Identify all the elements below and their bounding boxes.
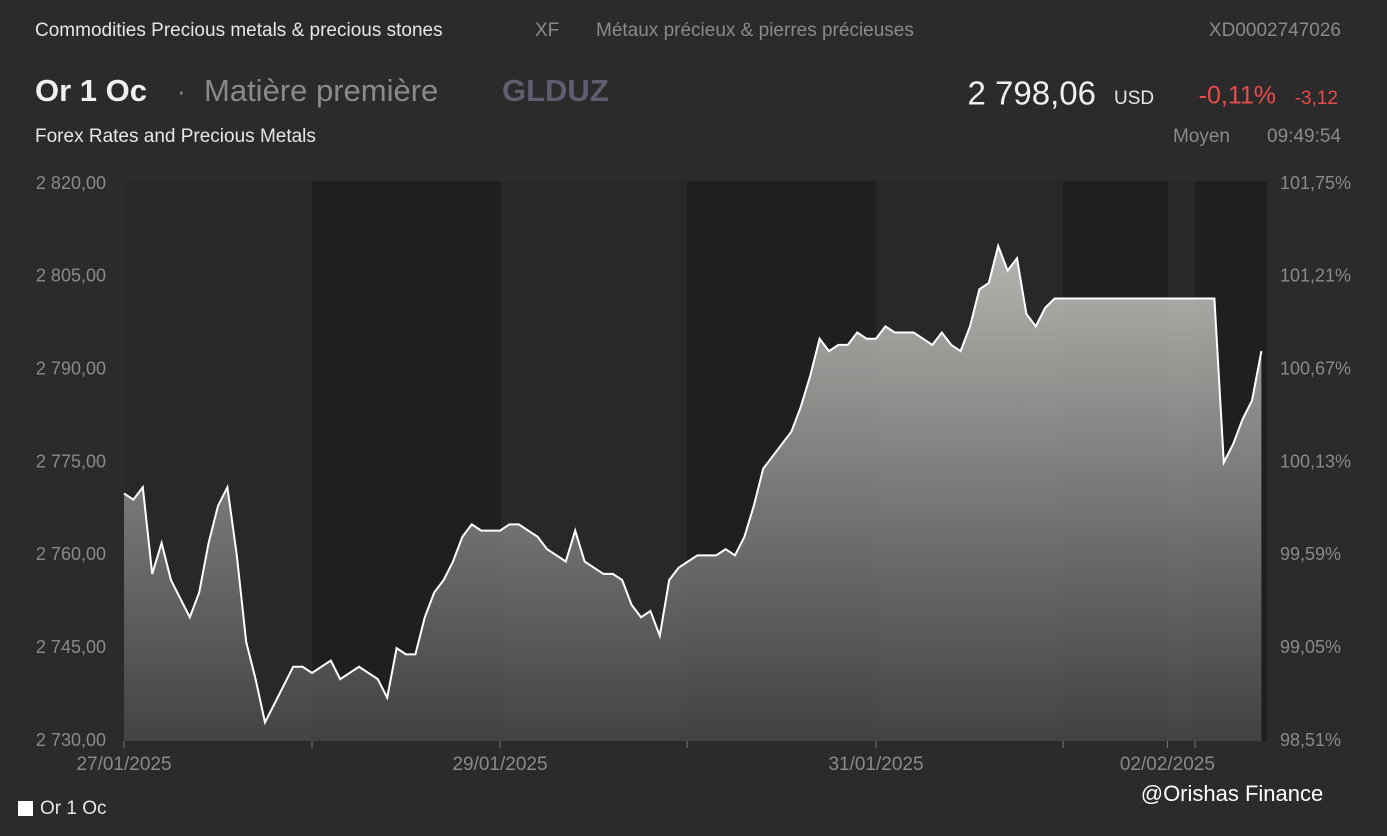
change-abs: -3,12 xyxy=(1295,88,1338,109)
y-tick-label: 2 805,00 xyxy=(36,266,106,286)
isin: XD0002747026 xyxy=(1209,20,1341,41)
price-type: Moyen xyxy=(1173,126,1230,147)
y2-tick-label: 99,59% xyxy=(1280,544,1341,564)
price: 2 798,06 xyxy=(968,75,1096,112)
area xyxy=(124,245,1262,741)
x-ticks xyxy=(311,741,1196,748)
category-fr: Métaux précieux & pierres précieuses xyxy=(596,20,914,41)
change-pct: -0,11% xyxy=(1199,82,1276,110)
x-tick-label: 29/01/2025 xyxy=(452,754,547,775)
y-tick-label: 2 745,00 xyxy=(36,637,106,657)
y2-tick-label: 100,13% xyxy=(1280,451,1351,471)
y2-tick-label: 101,21% xyxy=(1280,266,1351,286)
line xyxy=(123,242,1263,726)
asset-type: Matière première xyxy=(204,73,438,108)
y-tick-label: 2 760,00 xyxy=(36,544,106,564)
currency: USD xyxy=(1114,88,1154,109)
y2-tick-label: 98,51% xyxy=(1280,730,1341,750)
x-tick-label: 27/01/2025 xyxy=(76,754,171,775)
source: Forex Rates and Precious Metals xyxy=(35,126,316,147)
separator: · xyxy=(177,76,186,106)
y2-tick-label: 99,05% xyxy=(1280,637,1341,657)
y2-tick-label: 101,75% xyxy=(1280,173,1351,193)
y2-tick-label: 100,67% xyxy=(1280,358,1351,378)
y-tick-label: 2 820,00 xyxy=(36,173,106,193)
instrument-name: Or 1 Oc xyxy=(35,73,147,108)
ticker: GLDUZ xyxy=(502,73,609,108)
y-tick-label: 2 775,00 xyxy=(36,451,106,471)
breadcrumb: Commodities Precious metals & precious s… xyxy=(35,20,443,41)
legend-label: Or 1 Oc xyxy=(40,798,107,819)
legend-swatch xyxy=(18,801,33,816)
market: XF xyxy=(535,20,559,41)
x-tick-label: 31/01/2025 xyxy=(828,754,923,775)
y-tick-label: 2 790,00 xyxy=(36,358,106,378)
time: 09:49:54 xyxy=(1267,126,1341,147)
y-tick-label: 2 730,00 xyxy=(36,730,106,750)
x-tick-label: 02/02/2025 xyxy=(1120,754,1215,775)
watermark: @Orishas Finance xyxy=(1141,781,1324,806)
